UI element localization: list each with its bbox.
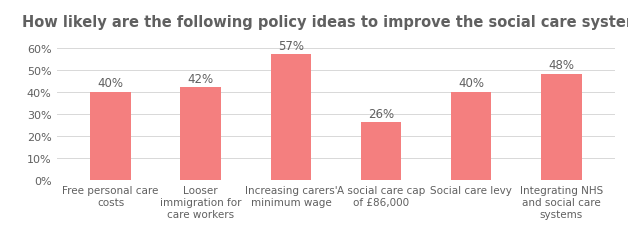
- Bar: [451, 92, 492, 180]
- Bar: [360, 123, 401, 180]
- Title: How likely are the following policy ideas to improve the social care system?: How likely are the following policy idea…: [22, 14, 628, 30]
- Bar: [541, 75, 582, 180]
- Bar: [180, 88, 221, 180]
- Bar: [271, 55, 311, 180]
- Text: 40%: 40%: [458, 77, 484, 90]
- Text: 42%: 42%: [188, 72, 214, 85]
- Bar: [90, 92, 131, 180]
- Text: 26%: 26%: [368, 108, 394, 120]
- Text: 57%: 57%: [278, 40, 304, 52]
- Text: 48%: 48%: [548, 59, 575, 72]
- Text: 40%: 40%: [97, 77, 124, 90]
